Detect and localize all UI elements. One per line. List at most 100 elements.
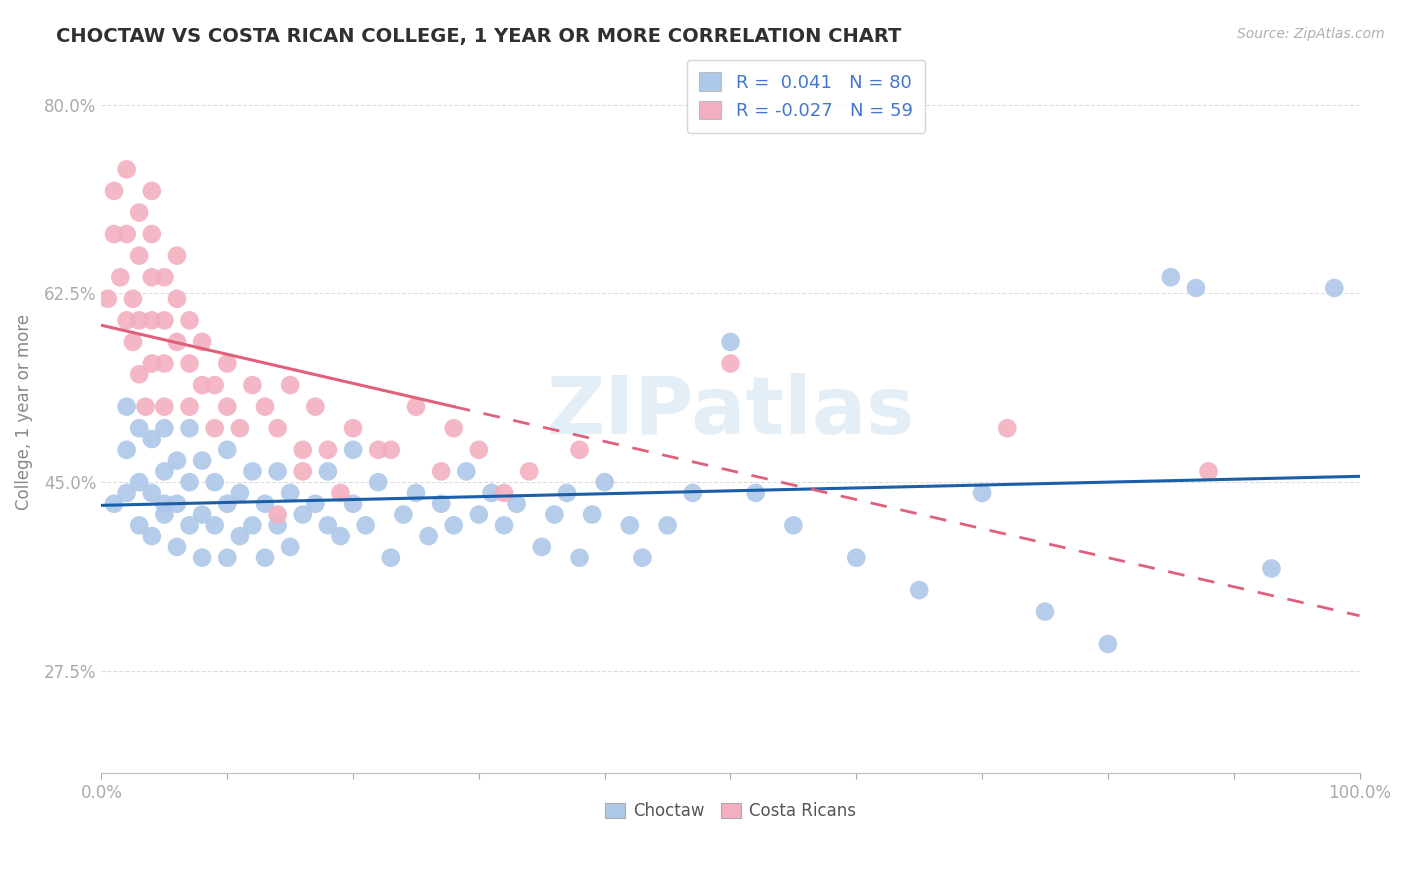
Point — [122, 334, 145, 349]
Point — [153, 313, 176, 327]
Point — [141, 227, 163, 241]
Point — [568, 442, 591, 457]
Point — [204, 421, 226, 435]
Point — [204, 378, 226, 392]
Legend: Choctaw, Costa Ricans: Choctaw, Costa Ricans — [598, 795, 863, 827]
Point — [593, 475, 616, 490]
Point — [468, 442, 491, 457]
Point — [908, 582, 931, 597]
Point — [191, 334, 214, 349]
Point — [217, 442, 239, 457]
Point — [229, 486, 252, 500]
Point — [468, 508, 491, 522]
Point — [304, 400, 326, 414]
Point — [1160, 270, 1182, 285]
Point — [141, 184, 163, 198]
Point — [229, 421, 252, 435]
Point — [380, 550, 402, 565]
Point — [1033, 605, 1056, 619]
Point — [481, 486, 503, 500]
Point — [166, 453, 188, 467]
Point — [166, 334, 188, 349]
Point — [115, 162, 138, 177]
Point — [128, 313, 150, 327]
Point — [1097, 637, 1119, 651]
Point — [191, 508, 214, 522]
Point — [278, 540, 301, 554]
Point — [278, 378, 301, 392]
Point — [128, 518, 150, 533]
Point — [141, 270, 163, 285]
Point — [166, 249, 188, 263]
Point — [380, 442, 402, 457]
Y-axis label: College, 1 year or more: College, 1 year or more — [15, 314, 32, 510]
Point — [631, 550, 654, 565]
Point — [316, 518, 339, 533]
Point — [278, 486, 301, 500]
Point — [153, 497, 176, 511]
Point — [782, 518, 804, 533]
Point — [492, 518, 515, 533]
Point — [153, 464, 176, 478]
Point — [141, 313, 163, 327]
Point — [153, 270, 176, 285]
Point — [720, 334, 742, 349]
Point — [153, 421, 176, 435]
Point — [555, 486, 578, 500]
Text: CHOCTAW VS COSTA RICAN COLLEGE, 1 YEAR OR MORE CORRELATION CHART: CHOCTAW VS COSTA RICAN COLLEGE, 1 YEAR O… — [56, 27, 901, 45]
Point — [103, 227, 125, 241]
Point — [367, 442, 389, 457]
Point — [972, 486, 994, 500]
Point — [115, 442, 138, 457]
Point — [217, 400, 239, 414]
Point — [342, 421, 364, 435]
Point — [430, 497, 453, 511]
Point — [191, 453, 214, 467]
Point — [744, 486, 766, 500]
Point — [179, 475, 201, 490]
Point — [329, 529, 352, 543]
Point — [115, 227, 138, 241]
Point — [128, 368, 150, 382]
Point — [191, 378, 214, 392]
Point — [204, 518, 226, 533]
Point — [682, 486, 704, 500]
Point — [141, 486, 163, 500]
Point — [179, 421, 201, 435]
Point — [517, 464, 540, 478]
Point — [530, 540, 553, 554]
Point — [266, 421, 288, 435]
Point — [242, 464, 264, 478]
Point — [134, 400, 156, 414]
Point — [430, 464, 453, 478]
Point — [115, 400, 138, 414]
Point — [568, 550, 591, 565]
Point — [141, 432, 163, 446]
Point — [845, 550, 868, 565]
Point — [110, 270, 132, 285]
Point — [166, 292, 188, 306]
Point — [141, 357, 163, 371]
Point — [1260, 561, 1282, 575]
Point — [581, 508, 603, 522]
Point — [1185, 281, 1208, 295]
Point — [443, 518, 465, 533]
Point — [204, 475, 226, 490]
Point — [316, 442, 339, 457]
Point — [619, 518, 641, 533]
Text: Source: ZipAtlas.com: Source: ZipAtlas.com — [1237, 27, 1385, 41]
Point — [456, 464, 478, 478]
Point — [492, 486, 515, 500]
Point — [367, 475, 389, 490]
Point — [342, 442, 364, 457]
Point — [995, 421, 1018, 435]
Point — [179, 357, 201, 371]
Point — [443, 421, 465, 435]
Point — [217, 497, 239, 511]
Point — [153, 357, 176, 371]
Point — [103, 497, 125, 511]
Point — [342, 497, 364, 511]
Point — [354, 518, 377, 533]
Point — [242, 378, 264, 392]
Point — [329, 486, 352, 500]
